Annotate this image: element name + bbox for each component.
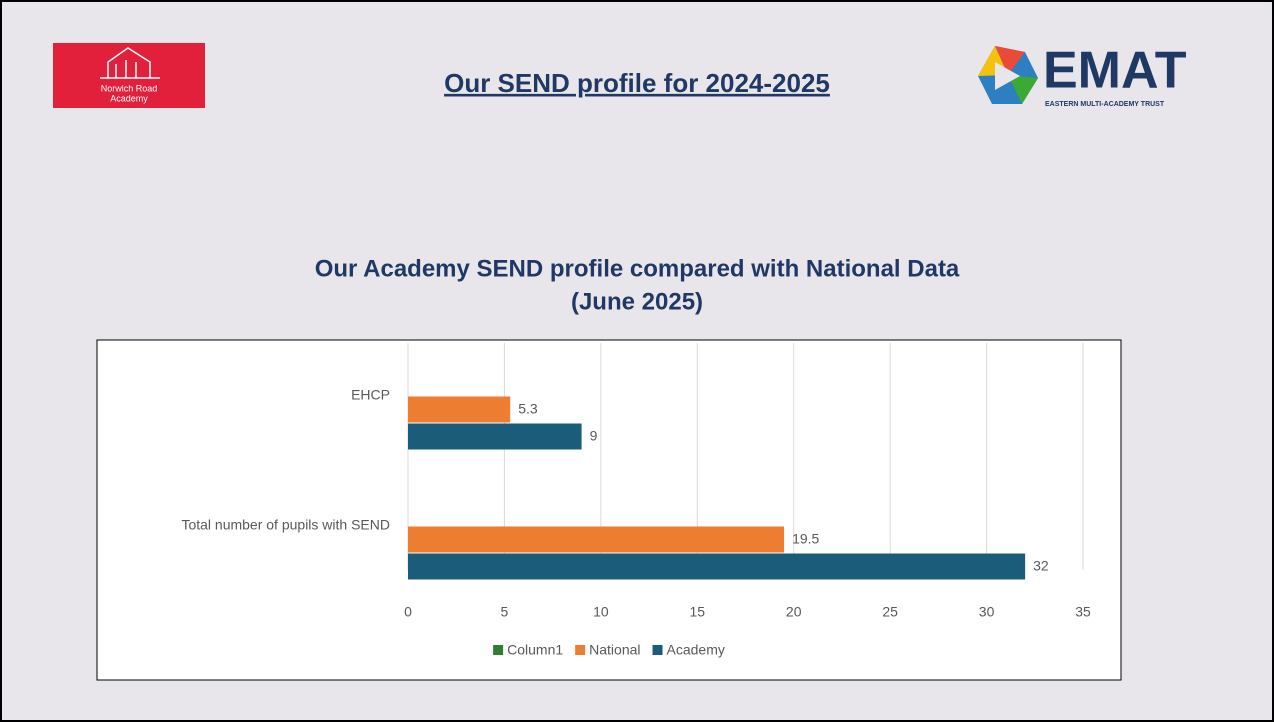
data-label: 9 [590, 428, 598, 444]
legend-label: Academy [667, 642, 725, 658]
x-tick-label: 20 [786, 604, 802, 620]
x-tick-label: 30 [979, 604, 995, 620]
logo-background [53, 43, 205, 108]
chart-title: Our Academy SEND profile compared with N… [315, 255, 960, 282]
legend-swatch [652, 645, 663, 655]
emat-subtitle: EASTERN MULTI-ACADEMY TRUST [1045, 101, 1165, 108]
school-logo: Norwich Road Academy [53, 43, 205, 108]
bar [408, 553, 1026, 580]
legend-swatch [493, 645, 504, 655]
y-tick-label: Total number of pupils with SEND [181, 517, 390, 533]
x-tick-label: 0 [404, 604, 412, 620]
legend-label: Column1 [507, 642, 563, 658]
logo-text: Academy [110, 93, 148, 103]
x-tick-label: 25 [882, 604, 898, 620]
logo-text: Norwich Road [101, 83, 158, 93]
data-label: 5.3 [518, 401, 538, 417]
x-tick-label: 10 [593, 604, 609, 620]
logo-piece [1008, 75, 1038, 104]
data-label: 32 [1033, 558, 1049, 574]
logo-house [100, 47, 160, 79]
y-tick-label: EHCP [351, 387, 390, 403]
chart-area [96, 339, 1122, 681]
x-tick-label: 5 [501, 604, 509, 620]
bar [408, 526, 785, 553]
bar [408, 423, 582, 450]
legend-label: National [589, 642, 640, 658]
emat-logo: EMAT EASTERN MULTI-ACADEMY TRUST [978, 42, 1187, 108]
x-tick-label: 15 [689, 604, 705, 620]
slide-title: Our SEND profile for 2024-2025 [444, 68, 830, 98]
legend-swatch [575, 645, 586, 655]
chart-subtitle: (June 2025) [571, 288, 703, 315]
logo-piece [995, 46, 1025, 75]
x-tick-label: 35 [1075, 604, 1091, 620]
bar [408, 396, 511, 423]
logo-arrow [995, 62, 1020, 90]
emat-text: EMAT [1043, 42, 1187, 100]
data-label: 19.5 [792, 531, 819, 547]
